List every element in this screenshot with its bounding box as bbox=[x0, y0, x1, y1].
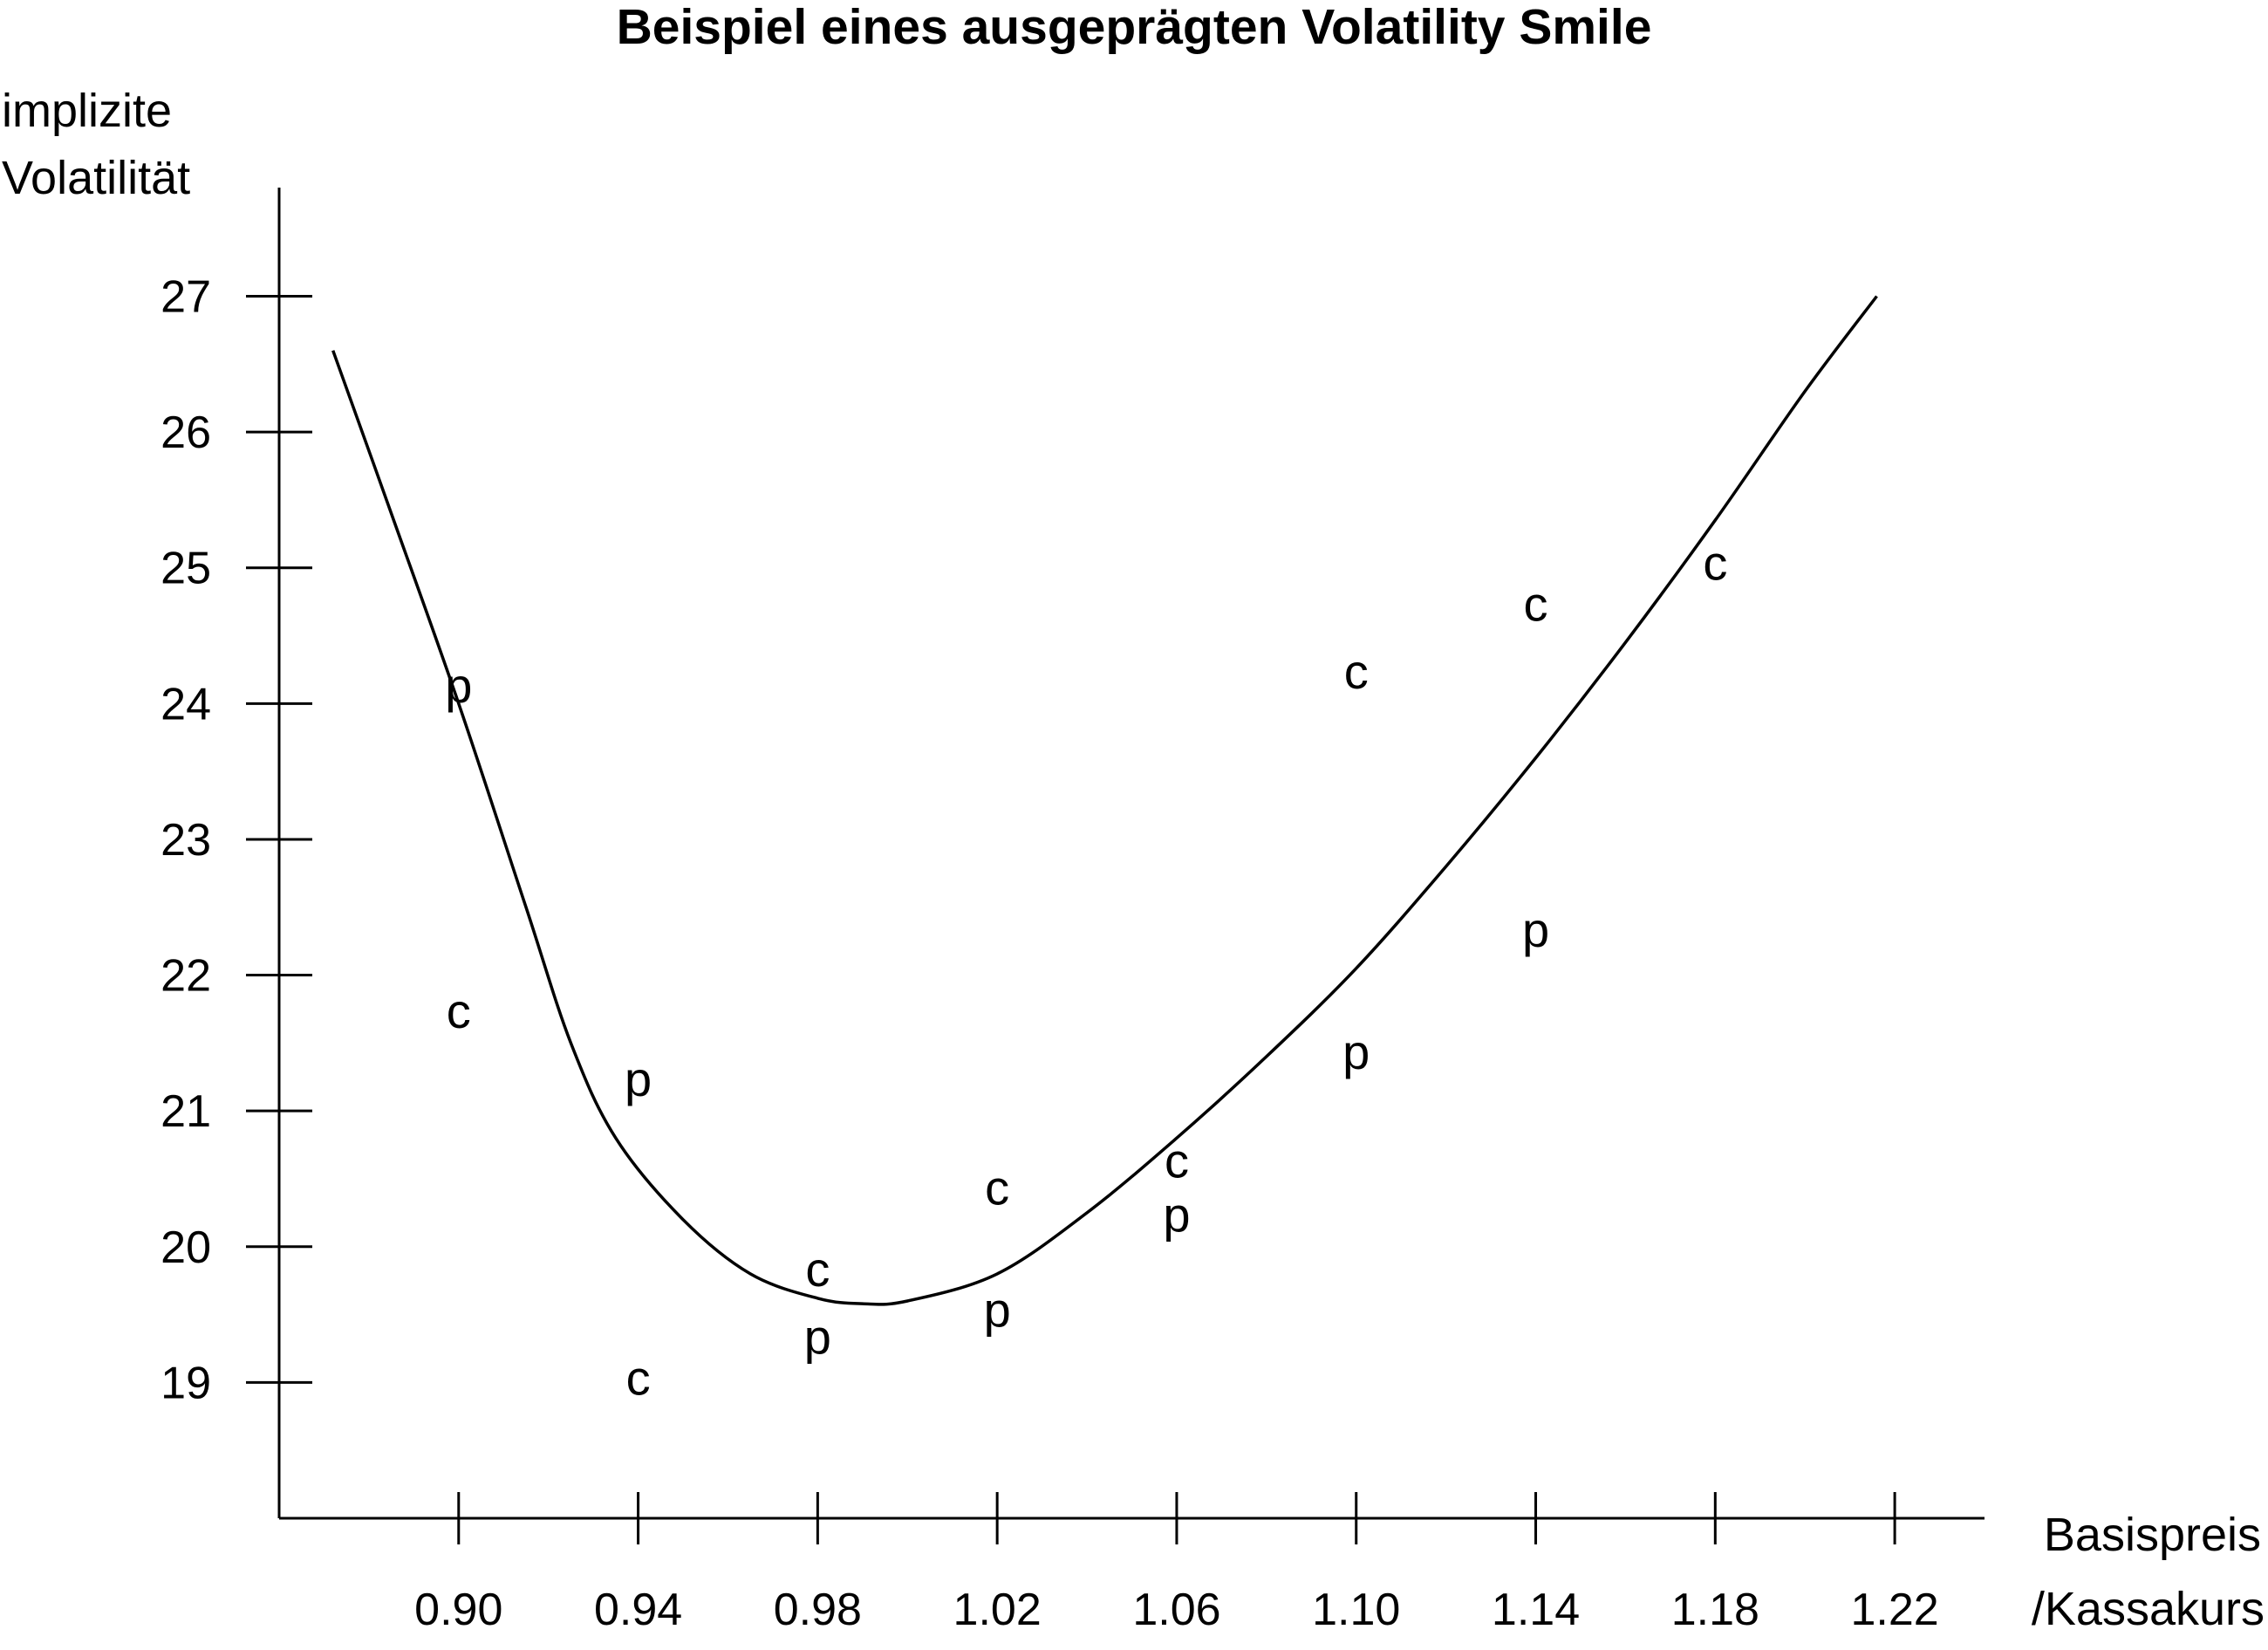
call-point-marker: c bbox=[447, 983, 471, 1038]
x-tick-label: 1.06 bbox=[1132, 1585, 1220, 1635]
y-tick-label: 22 bbox=[161, 951, 211, 1002]
smile-curve bbox=[331, 295, 1878, 1306]
call-point-marker: c bbox=[1165, 1133, 1189, 1188]
call-point-marker: c bbox=[985, 1160, 1009, 1215]
put-point-marker: p bbox=[625, 1051, 652, 1106]
put-point-marker: p bbox=[1522, 902, 1549, 957]
y-tick-label: 20 bbox=[161, 1222, 211, 1273]
call-point-marker: c bbox=[1524, 576, 1548, 631]
x-tick-label: 0.94 bbox=[594, 1585, 682, 1635]
y-axis-label-line-2: Volatilität bbox=[2, 152, 190, 204]
y-tick-label: 23 bbox=[161, 815, 211, 866]
put-point-marker: p bbox=[984, 1283, 1011, 1338]
put-point-marker: p bbox=[804, 1310, 831, 1365]
x-tick-label: 1.18 bbox=[1671, 1585, 1759, 1635]
call-point-marker: c bbox=[1703, 536, 1727, 591]
x-axis-label-line-1: Basispreis bbox=[2044, 1509, 2261, 1561]
x-tick-label: 0.90 bbox=[414, 1585, 502, 1635]
y-axis-label-line-1: implizite bbox=[2, 85, 172, 137]
call-point-marker: c bbox=[626, 1350, 651, 1405]
x-tick-label: 1.14 bbox=[1492, 1585, 1580, 1635]
put-point-marker: p bbox=[445, 658, 472, 713]
x-axis-label-line-2: /Kassakurs bbox=[2032, 1583, 2265, 1635]
chart-title: Beispiel eines ausgeprägten Volatility S… bbox=[617, 0, 1652, 55]
y-tick-label: 25 bbox=[161, 544, 211, 594]
put-point-marker: p bbox=[1342, 1024, 1370, 1079]
call-point-marker: c bbox=[1344, 644, 1369, 699]
y-tick-label: 21 bbox=[161, 1086, 211, 1137]
x-tick-label: 1.10 bbox=[1312, 1585, 1400, 1635]
y-tick-label: 19 bbox=[161, 1358, 211, 1408]
y-tick-label: 24 bbox=[161, 679, 211, 729]
y-tick-label: 26 bbox=[161, 407, 211, 458]
x-axis-ticks: 0.90 0.94 0.98 1.02 1.06 1.10 1.14 1.18 1.22 bbox=[414, 1492, 1939, 1635]
y-tick-label: 27 bbox=[161, 271, 211, 322]
x-tick-label: 1.02 bbox=[953, 1585, 1042, 1635]
x-tick-label: 1.22 bbox=[1850, 1585, 1938, 1635]
call-point-marker: c bbox=[805, 1242, 830, 1297]
put-point-marker: p bbox=[1163, 1188, 1190, 1243]
y-axis-ticks: 19 20 21 22 23 24 25 26 27 bbox=[161, 271, 312, 1408]
x-tick-label: 0.98 bbox=[774, 1585, 862, 1635]
